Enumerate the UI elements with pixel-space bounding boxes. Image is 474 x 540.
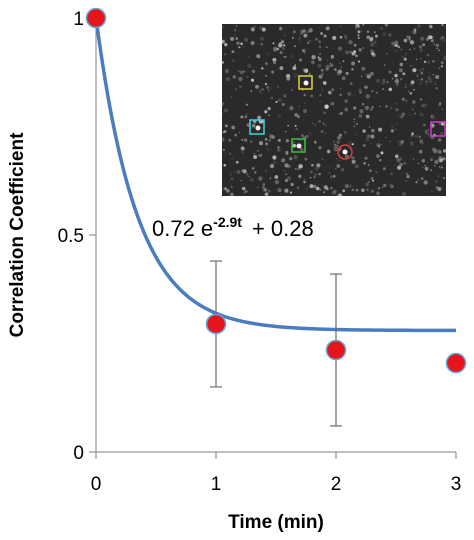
data-point	[205, 313, 227, 335]
data-point	[85, 7, 107, 29]
x-axis-title: Time (min)	[228, 512, 324, 533]
inset-spot	[303, 80, 309, 86]
inset-red-circle	[337, 144, 353, 160]
data-point	[445, 352, 467, 374]
inset-spot	[342, 149, 348, 155]
fit-curve	[94, 17, 457, 333]
x-tick-label: 3	[451, 474, 462, 495]
x-tick-label: 2	[331, 474, 342, 495]
inset-speckle	[222, 24, 446, 196]
x-tick-label: 0	[91, 474, 102, 495]
y-tick-label: 1	[73, 9, 84, 30]
equation-offset: + 0.28	[252, 216, 314, 241]
inset-markers	[249, 75, 446, 160]
fit-equation: 0.72 e-2.9t + 0.28	[152, 214, 314, 241]
error-bars	[210, 260, 342, 427]
inset-spot	[255, 125, 261, 131]
data-point	[325, 339, 347, 361]
inset-image	[222, 24, 446, 196]
y-tick-label: 0	[73, 443, 84, 464]
inset-magenta-box	[430, 121, 446, 137]
x-tick-label: 1	[211, 474, 222, 495]
equation-exponent: -2.9t	[213, 214, 242, 230]
inset-spot	[296, 143, 302, 149]
inset-background	[222, 24, 446, 196]
inset-yellow-box	[298, 75, 313, 90]
inset-green-box	[291, 138, 306, 153]
y-axis-title: Correlation Coefficient	[7, 132, 28, 337]
equation-coef: 0.72 e	[152, 216, 213, 241]
data-points	[85, 7, 467, 374]
inset-cyan-box	[249, 119, 265, 135]
y-tick-label: 0.5	[58, 226, 84, 247]
tick-labels: 0 1 2 3 0 0.5 1	[58, 9, 462, 495]
